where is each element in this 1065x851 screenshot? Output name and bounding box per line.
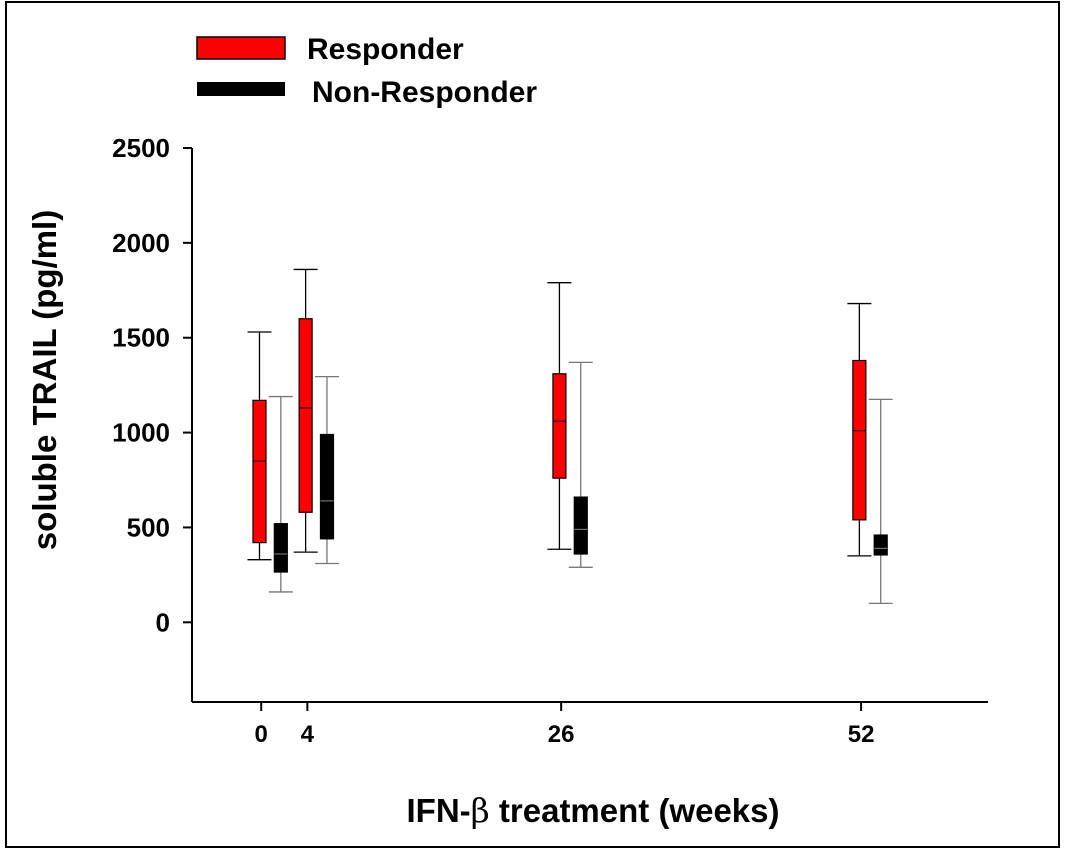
box [552, 373, 567, 479]
box [273, 523, 288, 573]
box [298, 318, 313, 513]
x-tick-label: 52 [848, 721, 875, 748]
y-axis-ticks: 0 500 1000 1500 2000 2500 [112, 133, 192, 637]
x-axis-title-suffix: treatment (weeks) [490, 792, 780, 829]
legend-swatch-responder [196, 36, 286, 60]
box-non-responder-week-52 [868, 398, 893, 604]
box-responder-week-52 [847, 302, 872, 557]
box-responder-week-0 [247, 331, 272, 561]
beta-symbol: β [471, 791, 490, 830]
x-axis-title: IFN-β treatment (weeks) [407, 791, 780, 830]
box-non-responder-week-0 [268, 395, 293, 593]
box-non-responder-week-26 [568, 361, 593, 568]
outer-border [5, 1, 1060, 848]
y-tick-label: 1000 [112, 418, 170, 448]
legend-label-non-responder: Non-Responder [312, 76, 537, 109]
box [873, 534, 888, 556]
box-non-responder-week-4 [314, 375, 339, 565]
x-axis-ticks: 0 4 26 52 [255, 702, 875, 748]
y-tick-label: 0 [156, 607, 170, 637]
box-responder-week-26 [547, 282, 572, 550]
box [573, 496, 588, 555]
y-tick-label: 500 [127, 512, 170, 542]
y-tick-label: 2500 [112, 133, 170, 163]
legend-swatch-non-responder [197, 82, 285, 96]
legend-label-responder: Responder [307, 33, 464, 66]
plot-area [247, 268, 893, 604]
x-tick-label: 4 [301, 721, 315, 748]
x-axis-title-prefix: IFN- [407, 792, 471, 829]
box-responder-week-4 [293, 268, 318, 553]
box [852, 359, 867, 521]
y-tick-label: 2000 [112, 228, 170, 258]
x-tick-label: 26 [548, 721, 575, 748]
axes: 0 500 1000 1500 2000 2500 0 4 26 52 [112, 133, 988, 748]
box [319, 433, 335, 540]
box [252, 399, 267, 544]
legend: Responder Non-Responder [196, 33, 537, 109]
y-axis-title: soluble TRAIL (pg/ml) [26, 210, 63, 550]
x-tick-label: 0 [255, 721, 268, 748]
y-tick-label: 1500 [112, 323, 170, 353]
